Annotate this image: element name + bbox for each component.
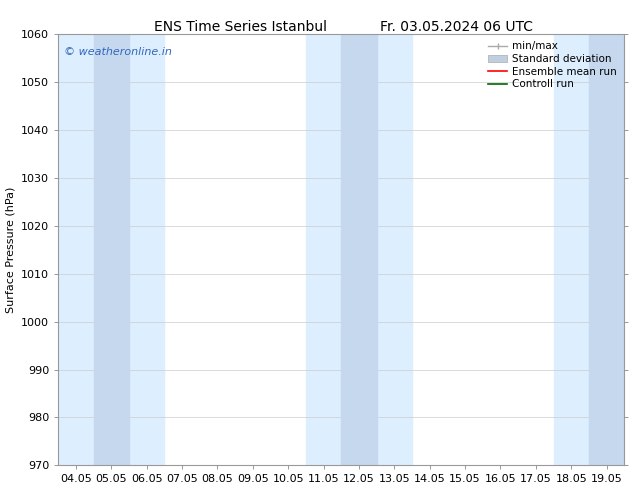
Bar: [341, 34, 377, 465]
Bar: [589, 34, 624, 465]
Bar: [58, 34, 164, 465]
Y-axis label: Surface Pressure (hPa): Surface Pressure (hPa): [6, 187, 16, 313]
Text: © weatheronline.in: © weatheronline.in: [64, 47, 172, 57]
Bar: [94, 34, 129, 465]
Text: Fr. 03.05.2024 06 UTC: Fr. 03.05.2024 06 UTC: [380, 20, 533, 34]
Bar: [553, 34, 624, 465]
Bar: [306, 34, 412, 465]
Text: ENS Time Series Istanbul: ENS Time Series Istanbul: [155, 20, 327, 34]
Legend: min/max, Standard deviation, Ensemble mean run, Controll run: min/max, Standard deviation, Ensemble me…: [486, 39, 619, 91]
